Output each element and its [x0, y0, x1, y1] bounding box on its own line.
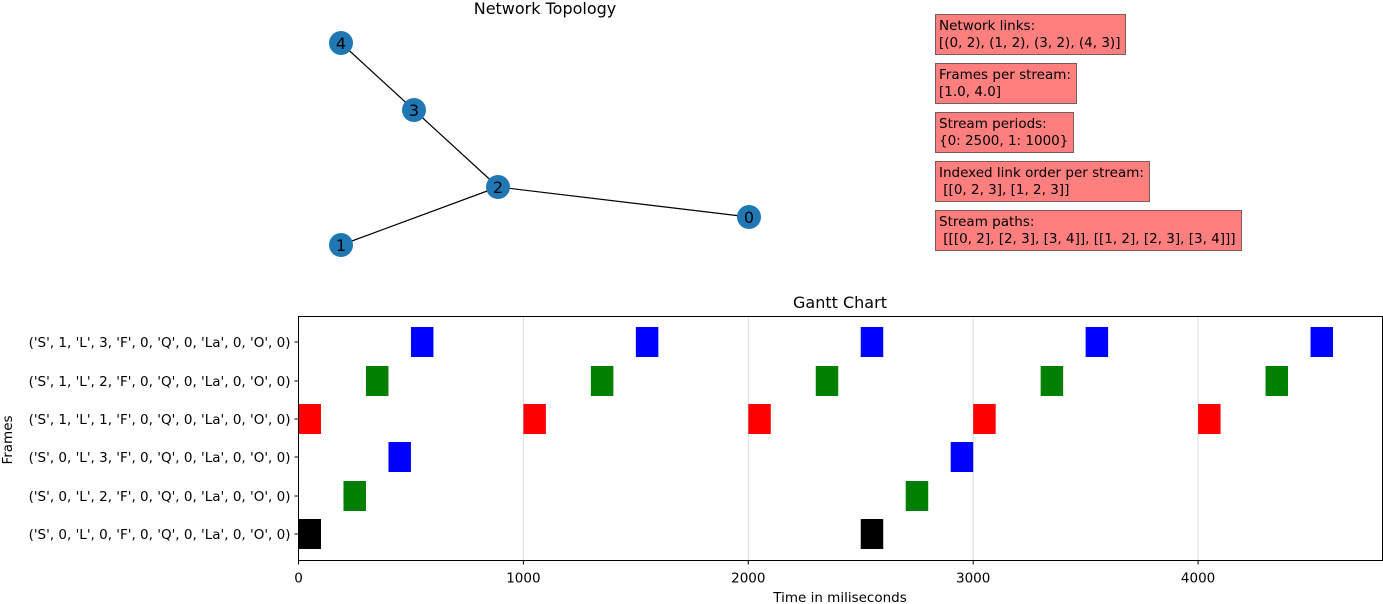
- info-box-title: Stream periods:: [939, 116, 1047, 132]
- gantt-x-ticks: 0 1000 2000 3000 4000: [294, 560, 1215, 587]
- topology-node-1: 1: [329, 233, 353, 257]
- gantt-bar: [298, 404, 321, 434]
- info-box-value: [1.0, 4.0]: [939, 83, 1002, 100]
- topology-node-0: 0: [737, 205, 761, 229]
- y-tick-label: ('S', 0, 'L', 0, 'F', 0, 'Q', 0, 'La', 0…: [29, 527, 291, 543]
- gantt-bar: [365, 366, 389, 396]
- gantt-bar: [815, 366, 839, 396]
- info-box-title: Network links:: [939, 18, 1036, 34]
- info-box-value: {0: 2500, 1: 1000}: [939, 132, 1069, 149]
- gantt-bar: [1198, 404, 1221, 434]
- gantt-bars: [298, 327, 1334, 549]
- topology-edge-0-2: [497, 186, 750, 218]
- topology-node-label: 3: [409, 101, 419, 120]
- topology-node-4: 4: [329, 31, 353, 55]
- gantt-title: Gantt Chart: [793, 293, 887, 312]
- gantt-chart: Gantt Chart 0 1000 2000 3000 4000 ('S', 1, '…: [0, 293, 1383, 604]
- gantt-bar: [748, 404, 771, 434]
- gantt-bar: [410, 327, 434, 357]
- gantt-bar: [1040, 366, 1064, 396]
- y-axis-label: Frames: [0, 415, 16, 464]
- y-tick-label: ('S', 1, 'L', 2, 'F', 0, 'Q', 0, 'La', 0…: [29, 374, 291, 390]
- topology-nodes: 4 3 2 1 0: [329, 31, 761, 257]
- topology-node-label: 4: [336, 34, 346, 53]
- gantt-plot-frame: [298, 316, 1383, 561]
- gantt-bar: [1265, 366, 1289, 396]
- x-tick-label: 2000: [731, 571, 765, 587]
- info-box-value: [[[0, 2], [2, 3], [3, 4]], [[1, 2], [2, …: [939, 230, 1236, 247]
- info-box-0: Network links: [(0, 2), (1, 2), (3, 2), (…: [935, 14, 1127, 55]
- gantt-bar: [388, 442, 411, 472]
- gantt-bar: [298, 519, 321, 549]
- topology-node-circle: [486, 175, 510, 199]
- topology-edge-4-3: [340, 42, 415, 111]
- info-box-title: Frames per stream:: [939, 67, 1071, 83]
- y-tick-label: ('S', 0, 'L', 2, 'F', 0, 'Q', 0, 'La', 0…: [29, 489, 291, 505]
- gantt-bar: [635, 327, 659, 357]
- x-tick-label: 4000: [1181, 571, 1215, 587]
- topology-node-circle: [329, 233, 353, 257]
- gantt-bar: [905, 481, 929, 511]
- topology-node-label: 1: [336, 236, 346, 255]
- gantt-bar: [1310, 327, 1334, 357]
- x-tick-label: 3000: [956, 571, 990, 587]
- y-tick-label: ('S', 1, 'L', 1, 'F', 0, 'Q', 0, 'La', 0…: [29, 412, 291, 428]
- info-box-value: [(0, 2), (1, 2), (3, 2), (4, 3)]: [939, 34, 1121, 51]
- network-topology-graph: Network Topology 4 3 2 1 0: [329, 0, 761, 257]
- topology-node-3: 3: [402, 98, 426, 122]
- topology-node-2: 2: [486, 175, 510, 199]
- topology-edge-3-2: [413, 109, 499, 188]
- gantt-bar: [523, 404, 546, 434]
- info-box-4: Stream paths: [[[0, 2], [2, 3], [3, 4]],…: [935, 210, 1242, 251]
- gantt-bar: [590, 366, 614, 396]
- x-axis-label: Time in miliseconds: [772, 590, 907, 604]
- topology-edges: [340, 42, 750, 246]
- gantt-y-ticks: ('S', 1, 'L', 3, 'F', 0, 'Q', 0, 'La', 0…: [29, 335, 299, 543]
- info-box-1: Frames per stream: [1.0, 4.0]: [935, 63, 1077, 104]
- topology-edge-1-2: [340, 186, 499, 246]
- topology-node-circle: [737, 205, 761, 229]
- info-box-3: Indexed link order per stream: [[0, 2, 3…: [935, 161, 1150, 202]
- gantt-bar: [950, 442, 974, 472]
- info-box-2: Stream periods: {0: 2500, 1: 1000}: [935, 112, 1075, 153]
- gantt-bar: [860, 519, 884, 549]
- gantt-bar: [343, 481, 366, 511]
- gantt-bar: [1085, 327, 1109, 357]
- x-tick-label: 0: [294, 571, 303, 587]
- topology-node-label: 2: [493, 178, 503, 197]
- gantt-bar: [973, 404, 996, 434]
- topology-node-circle: [329, 31, 353, 55]
- topology-node-label: 0: [744, 208, 754, 227]
- info-box-value: [[0, 2, 3], [1, 2, 3]]: [939, 181, 1070, 198]
- y-tick-label: ('S', 1, 'L', 3, 'F', 0, 'Q', 0, 'La', 0…: [29, 335, 291, 351]
- topology-node-circle: [402, 98, 426, 122]
- x-tick-label: 1000: [506, 571, 540, 587]
- y-tick-label: ('S', 0, 'L', 3, 'F', 0, 'Q', 0, 'La', 0…: [29, 450, 291, 466]
- info-box-title: Indexed link order per stream:: [939, 165, 1144, 181]
- topology-title: Network Topology: [474, 0, 617, 18]
- gantt-bar: [860, 327, 884, 357]
- gantt-gridlines: [298, 316, 1199, 561]
- info-box-title: Stream paths:: [939, 214, 1035, 230]
